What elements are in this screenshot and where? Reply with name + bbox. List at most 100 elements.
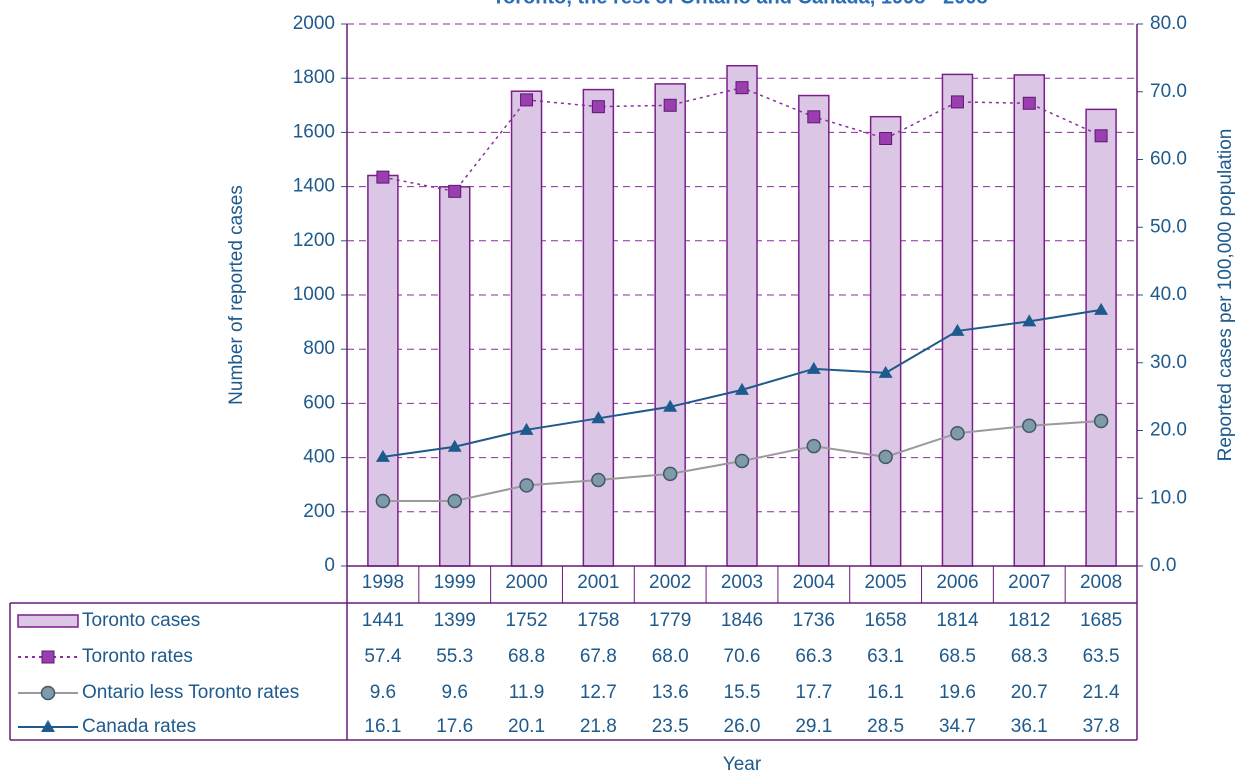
table-cell: 68.3 (1011, 646, 1048, 667)
x-tick-label: 2004 (793, 572, 836, 593)
table-cell: 13.6 (652, 682, 689, 703)
x-tick-label: 2005 (864, 572, 906, 593)
table-cell: 63.1 (867, 646, 904, 667)
marker (1093, 413, 1109, 429)
table-cell: 68.5 (939, 646, 976, 667)
y-tick-label: 1400 (293, 176, 335, 197)
bar (654, 83, 686, 567)
table-cell: 70.6 (724, 646, 761, 667)
table-cell: 66.3 (795, 646, 832, 667)
marker (447, 493, 462, 509)
table-cell: 23.5 (652, 716, 689, 737)
bar (869, 115, 902, 567)
table-cell: 55.3 (436, 646, 473, 667)
y-tick-label: 800 (303, 338, 335, 359)
table-cell: 20.7 (1011, 682, 1048, 703)
x-tick-label: 2007 (1008, 572, 1050, 593)
x-tick-label: 2000 (505, 572, 547, 593)
table-cell: 34.7 (939, 716, 976, 737)
table-cell: 63.5 (1083, 646, 1120, 667)
marker (879, 131, 893, 145)
x-tick-label: 1999 (434, 572, 476, 593)
table-cell: 1736 (793, 610, 835, 631)
table-cell: 68.8 (508, 646, 545, 667)
marker (663, 399, 678, 412)
table-cell: 1685 (1080, 610, 1122, 631)
marker (735, 81, 749, 95)
y-tick-label: 1800 (293, 67, 335, 88)
table-cell: 20.1 (508, 716, 545, 737)
y2-tick-label: 80.0 (1150, 13, 1187, 34)
table-cell: 17.7 (795, 682, 832, 703)
marker (663, 98, 677, 112)
y2-tick-label: 30.0 (1150, 352, 1187, 373)
table-cell: 21.8 (580, 716, 617, 737)
legend-label: Toronto rates (82, 646, 193, 667)
x-tick-label: 2003 (721, 572, 763, 593)
chart-title: Toronto, the rest of Ontario and Canada,… (492, 0, 987, 8)
bar (438, 186, 471, 567)
marker (375, 449, 390, 462)
x-axis-label: Year (723, 754, 762, 773)
legend-label: Ontario less Toronto rates (82, 682, 299, 703)
marker (734, 453, 750, 469)
table-cell: 1814 (936, 610, 979, 631)
y2-axis-label: Reported cases per 100,000 population (1215, 129, 1236, 462)
marker (448, 184, 462, 198)
table-cell: 1779 (649, 610, 691, 631)
x-tick-label: 2001 (577, 572, 619, 593)
x-tick-label: 2008 (1080, 572, 1122, 593)
bar (582, 88, 615, 567)
table-cell: 1812 (1008, 610, 1050, 631)
marker (950, 425, 965, 441)
marker (1022, 418, 1037, 434)
bar (798, 94, 830, 567)
legend-label: Canada rates (82, 716, 196, 737)
y-tick-label: 1000 (293, 284, 335, 305)
table-cell: 68.0 (652, 646, 689, 667)
y2-tick-label: 0.0 (1150, 555, 1176, 576)
table-cell: 16.1 (364, 716, 401, 737)
table-cell: 1846 (721, 610, 763, 631)
y-tick-label: 2000 (293, 13, 335, 34)
y-tick-label: 1200 (293, 230, 335, 251)
y2-tick-label: 20.0 (1150, 420, 1187, 441)
y-tick-label: 0 (324, 555, 335, 576)
marker (735, 382, 749, 395)
marker (807, 110, 821, 124)
table-cell: 1758 (577, 610, 619, 631)
table-cell: 21.4 (1083, 682, 1120, 703)
table-cell: 9.6 (370, 682, 396, 703)
table-cell: 36.1 (1011, 716, 1048, 737)
x-tick-label: 1998 (362, 572, 404, 593)
y-tick-label: 200 (303, 501, 335, 522)
table-cell: 37.8 (1083, 716, 1120, 737)
marker (376, 170, 390, 184)
bar (1085, 108, 1117, 567)
marker (806, 438, 822, 454)
table-cell: 9.6 (442, 682, 468, 703)
table-cell: 17.6 (436, 716, 473, 737)
marker (591, 472, 606, 488)
table-cell: 57.4 (364, 646, 401, 667)
marker (1022, 314, 1037, 327)
y-tick-label: 400 (303, 447, 335, 468)
legend-marker (41, 720, 55, 732)
table-cell: 1399 (434, 610, 476, 631)
table-cell: 15.5 (724, 682, 761, 703)
marker (591, 100, 605, 114)
marker (878, 365, 893, 378)
legend-label: Toronto cases (82, 610, 200, 631)
table-cell: 67.8 (580, 646, 617, 667)
table-cell: 16.1 (867, 682, 904, 703)
table-cell: 11.9 (509, 682, 545, 703)
table-cell: 26.0 (724, 716, 761, 737)
marker (375, 493, 391, 509)
y-axis-label: Number of reported cases (226, 185, 247, 405)
marker (950, 95, 964, 109)
bar (941, 73, 974, 567)
legend-marker (40, 685, 56, 701)
table-cell: 12.7 (580, 682, 617, 703)
marker (1022, 96, 1036, 110)
